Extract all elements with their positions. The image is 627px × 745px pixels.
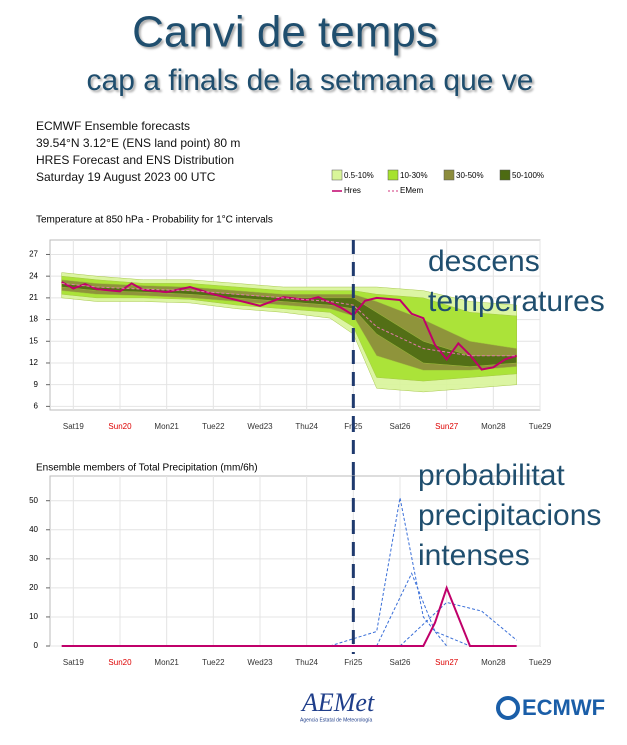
y-tick-label: 10	[29, 612, 38, 621]
ecmwf-icon	[496, 696, 520, 720]
x-tick-label: Tue29	[529, 422, 552, 431]
info-line: Saturday 19 August 2023 00 UTC	[36, 170, 216, 184]
y-tick-label: 18	[29, 315, 38, 324]
y-tick-label: 0	[34, 641, 39, 650]
x-tick-label: Tue22	[202, 658, 225, 667]
title: Canvi de temps	[132, 8, 438, 57]
x-tick-label: Sun20	[108, 422, 132, 431]
legend-label: 10-30%	[400, 171, 428, 180]
aemet-logo: AEMet	[300, 688, 375, 717]
legend-swatch	[443, 169, 455, 181]
legend-label: Hres	[344, 186, 361, 195]
x-tick-label: Tue22	[202, 422, 225, 431]
series-line	[61, 281, 517, 371]
y-tick-label: 21	[29, 293, 38, 302]
annotation: precipitacions	[418, 499, 601, 532]
annotation: intenses	[418, 539, 530, 572]
legend-label: EMem	[400, 186, 423, 195]
x-tick-label: Tue29	[529, 658, 552, 667]
legend-swatch	[499, 169, 511, 181]
legend-swatch	[387, 169, 399, 181]
x-tick-label: Sun20	[108, 658, 132, 667]
y-tick-label: 27	[29, 250, 38, 259]
x-tick-label: Sun27	[435, 422, 459, 431]
annotation: probabilitat	[418, 459, 565, 492]
x-tick-label: Wed23	[247, 422, 273, 431]
info-line: HRES Forecast and ENS Distribution	[36, 153, 234, 167]
y-tick-label: 15	[29, 336, 38, 345]
series-line	[61, 282, 517, 357]
annotation: descens	[428, 245, 540, 278]
y-tick-label: 6	[34, 401, 39, 410]
x-tick-label: Sat26	[390, 658, 411, 667]
x-tick-label: Mon21	[154, 422, 179, 431]
series-line	[61, 584, 517, 647]
x-tick-label: Mon28	[481, 658, 506, 667]
series-line	[399, 601, 517, 647]
y-tick-label: 24	[29, 271, 38, 280]
x-tick-label: Fri25	[344, 658, 363, 667]
series-line	[329, 497, 448, 647]
chart-title: Temperature at 850 hPa - Probability for…	[36, 215, 273, 226]
x-tick-label: Wed23	[247, 658, 273, 667]
chart-title: Ensemble members of Total Precipitation …	[36, 463, 258, 474]
legend-swatch	[331, 169, 343, 181]
y-tick-label: 40	[29, 525, 38, 534]
x-tick-label: Sat19	[63, 422, 84, 431]
x-tick-label: Thu24	[295, 658, 318, 667]
legend-label: 0.5-10%	[344, 171, 374, 180]
annotation: temperatures	[428, 285, 605, 318]
y-tick-label: 50	[29, 496, 38, 505]
x-tick-label: Sun27	[435, 658, 459, 667]
info-line: ECMWF Ensemble forecasts	[36, 119, 190, 133]
x-tick-label: Thu24	[295, 422, 318, 431]
legend-label: 30-50%	[456, 171, 484, 180]
x-tick-label: Sat19	[63, 658, 84, 667]
info-line: 39.54°N 3.12°E (ENS land point) 80 m	[36, 136, 240, 150]
x-tick-label: Mon28	[481, 422, 506, 431]
x-tick-label: Sat26	[390, 422, 411, 431]
legend-label: 50-100%	[512, 171, 544, 180]
y-tick-label: 9	[34, 380, 39, 389]
subtitle: cap a finals de la setmana que ve	[87, 64, 534, 97]
y-tick-label: 20	[29, 583, 38, 592]
x-tick-label: Mon21	[154, 658, 179, 667]
series-line	[376, 572, 471, 647]
y-tick-label: 30	[29, 554, 38, 563]
ecmwf-logo: ECMWF	[522, 695, 605, 720]
aemet-sub: Agencia Estatal de Meteorología	[300, 717, 372, 723]
y-tick-label: 12	[29, 358, 38, 367]
